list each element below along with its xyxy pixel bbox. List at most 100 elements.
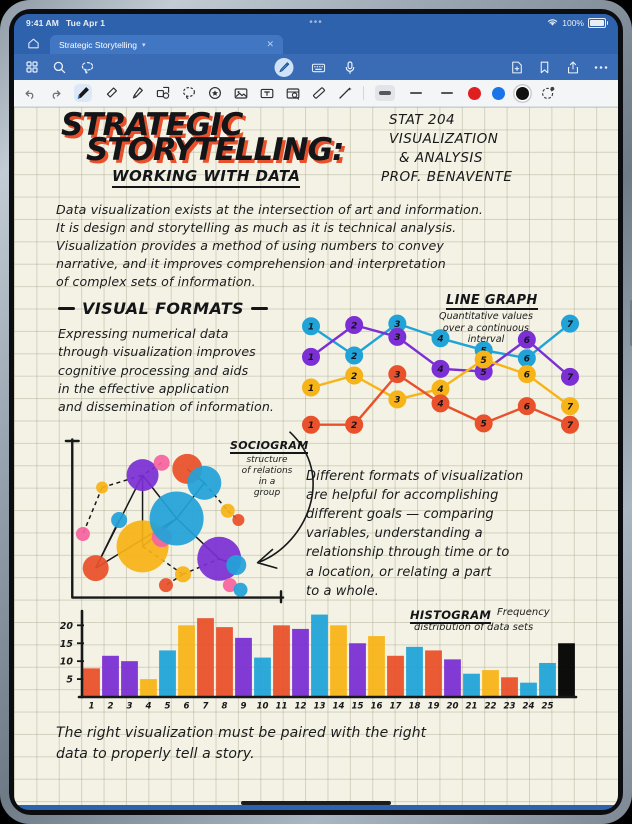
left-line-3: cognitive processing and aids — [58, 362, 249, 378]
x-tick-label: 18 — [409, 702, 421, 712]
sociogram-node — [233, 582, 248, 597]
intro-line-2: It is design and storytelling as much as… — [56, 219, 457, 235]
svg-text:6: 6 — [524, 370, 530, 380]
svg-text:5: 5 — [481, 356, 487, 366]
sociogram-node — [220, 503, 235, 518]
lasso-icon[interactable] — [181, 86, 196, 101]
image-icon[interactable] — [233, 86, 248, 101]
section-heading-row: VISUAL FORMATS — [58, 299, 268, 318]
intro-line-1: Data visualization exists at the interse… — [56, 202, 484, 217]
svg-text:7: 7 — [567, 320, 574, 330]
battery-full-icon — [588, 18, 608, 28]
x-tick-label: 12 — [295, 702, 307, 712]
keyboard-icon[interactable] — [311, 60, 326, 75]
lasso-select-icon[interactable] — [80, 60, 95, 75]
side-button[interactable] — [630, 300, 632, 346]
x-tick-label: 4 — [145, 702, 152, 712]
status-bar-right: 100% — [547, 18, 608, 29]
x-tick-label: 20 — [447, 702, 459, 712]
line-graph-caption-2: over a continuous — [442, 322, 530, 334]
search-icon[interactable] — [52, 60, 67, 75]
color-swatch-blue[interactable] — [492, 86, 505, 100]
section-heading: VISUAL FORMATS — [82, 299, 244, 318]
sociogram-edge-dashed — [82, 487, 103, 535]
highlighter-icon[interactable] — [129, 86, 144, 101]
tab-bar: Strategic Storytelling ▾ ✕ — [14, 32, 618, 54]
pen-icon[interactable] — [74, 84, 92, 102]
y-tick-label: 10 — [60, 657, 74, 668]
course-line1: STAT 204 — [389, 112, 456, 128]
eraser-icon[interactable] — [103, 86, 118, 101]
x-tick-label: 16 — [371, 702, 383, 712]
line-point: 4 — [431, 359, 450, 378]
svg-text:1: 1 — [308, 384, 314, 394]
y-tick-label: 5 — [66, 675, 73, 686]
bookmark-icon[interactable] — [537, 60, 552, 75]
stroke-width-thick[interactable] — [375, 85, 395, 101]
svg-text:4: 4 — [436, 365, 443, 375]
histogram-bar — [178, 625, 195, 697]
svg-text:6: 6 — [524, 355, 530, 365]
right-line-5: relationship through time or to — [306, 545, 510, 561]
chevron-down-icon[interactable]: ▾ — [141, 41, 146, 49]
sticker-icon[interactable] — [207, 86, 222, 101]
sociogram-node — [187, 465, 222, 500]
course-info: STAT 204 VISUALIZATION & ANALYSIS PROF. … — [381, 111, 512, 188]
close-icon[interactable]: ✕ — [266, 39, 274, 49]
sociogram-arrowhead — [256, 548, 278, 569]
status-bar-left: 9:41 AM Tue Apr 1 — [26, 18, 105, 28]
svg-text:2: 2 — [351, 421, 357, 431]
histogram-bar — [425, 650, 442, 697]
svg-text:1: 1 — [308, 421, 314, 431]
document-tab[interactable]: Strategic Storytelling ▾ ✕ — [50, 35, 283, 54]
x-tick-label: 1 — [89, 702, 95, 712]
svg-text:5: 5 — [481, 420, 487, 430]
x-tick-label: 8 — [222, 702, 228, 712]
histogram-bar — [235, 637, 252, 697]
undo-icon[interactable] — [22, 86, 37, 101]
home-icon[interactable] — [22, 33, 44, 53]
color-swatch-red[interactable] — [468, 86, 481, 100]
svg-text:6: 6 — [524, 402, 530, 412]
sociogram-node — [75, 527, 90, 541]
svg-text:4: 4 — [436, 385, 443, 395]
note-title-line2-shadow: STORYTELLING: — [89, 135, 347, 171]
grid-view-icon[interactable] — [24, 60, 39, 75]
battery-percent-label: 100% — [562, 18, 584, 28]
magic-wand-icon[interactable] — [337, 86, 352, 101]
text-box-icon[interactable] — [259, 86, 274, 101]
more-options-icon[interactable] — [593, 60, 608, 75]
histogram-bar — [558, 643, 575, 697]
note-canvas[interactable]: STRATEGIC STRATEGIC STORYTELLING: STORYT… — [14, 107, 618, 805]
pen-tool-icon[interactable] — [274, 57, 294, 77]
line-point: 7 — [560, 397, 579, 416]
histogram-bar — [216, 627, 233, 697]
line-graph: 1234567123456712345671234567 — [299, 299, 584, 444]
note-title-line1-shadow: STRATEGIC — [64, 110, 246, 146]
line-point: 6 — [517, 330, 536, 349]
stroke-width-medium[interactable] — [406, 85, 426, 101]
home-indicator[interactable] — [241, 801, 391, 805]
sociogram-label: SOCIOGRAM — [230, 439, 309, 454]
sociogram-node — [96, 481, 109, 494]
line-point: 5 — [474, 414, 493, 433]
histogram-bar — [349, 643, 366, 697]
line-point: 7 — [560, 314, 579, 333]
app-toolbar — [14, 54, 618, 80]
redo-icon[interactable] — [48, 86, 63, 101]
microphone-icon[interactable] — [343, 60, 358, 75]
ruler-icon[interactable] — [311, 86, 326, 101]
svg-text:3: 3 — [394, 370, 400, 380]
stroke-width-thin[interactable] — [437, 85, 457, 101]
color-swatch-black[interactable] — [516, 86, 529, 100]
media-icon[interactable] — [285, 86, 300, 101]
line-point: 2 — [345, 346, 364, 365]
histogram-bar — [444, 659, 461, 697]
color-picker[interactable] — [540, 86, 555, 101]
line-point: 2 — [345, 415, 364, 434]
share-icon[interactable] — [565, 60, 580, 75]
add-page-icon[interactable] — [509, 60, 524, 75]
shape-tool-icon[interactable] — [155, 86, 170, 101]
sociogram-caption-4: group — [253, 487, 281, 498]
histogram: 5 10 15 20 1 2 3 4 5 6 7 8 9 10 11 12 13 14 15 16 17 18 19 20 21… — [52, 607, 582, 717]
